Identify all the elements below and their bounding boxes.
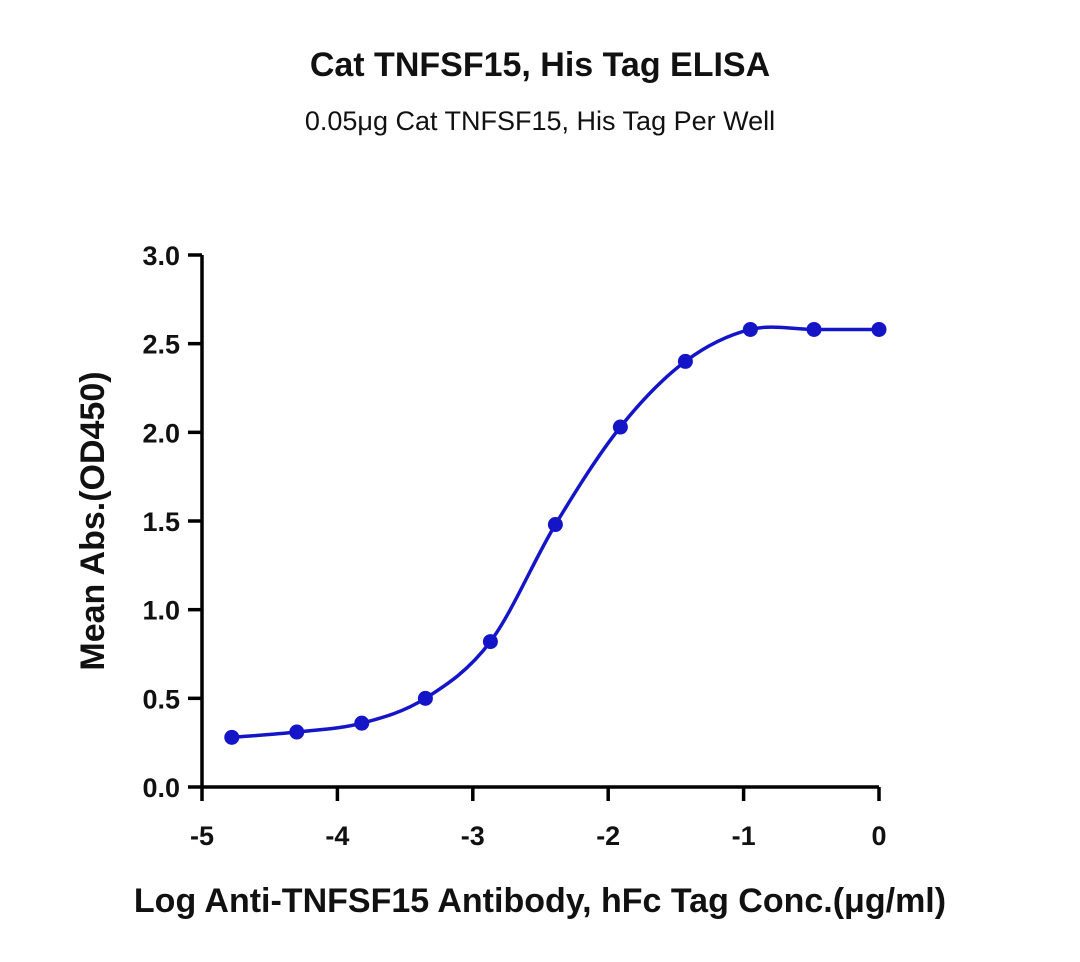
data-point [417,690,433,706]
data-point [354,715,370,731]
x-axis-label: Log Anti-TNFSF15 Antibody, hFc Tag Conc.… [134,882,946,920]
x-tick-label: -5 [190,821,214,851]
data-point [677,353,693,369]
chart-subtitle: 0.05μg Cat TNFSF15, His Tag Per Well [304,106,776,136]
data-point [742,321,758,337]
data-point [289,724,305,740]
data-point [547,517,563,533]
data-point [224,729,240,745]
y-tick-label: 1.0 [142,596,180,626]
x-tick-label: 0 [871,821,886,851]
fit-curve [231,325,879,740]
data-point [871,321,887,337]
data-point [482,634,498,650]
x-tick-label: -3 [461,821,485,851]
y-tick-label: 2.5 [142,330,180,360]
data-point [806,321,822,337]
x-tick-label: -2 [596,821,620,851]
x-tick-label: -1 [732,821,756,851]
y-tick-label: 2.0 [142,418,180,448]
y-tick-label: 3.0 [142,241,180,271]
y-tick-label: 1.5 [142,507,180,537]
x-tick-label: -4 [325,821,349,851]
data-point [612,419,628,435]
y-tick-label: 0.0 [142,773,180,803]
y-tick-label: 0.5 [142,684,180,714]
y-axis-label: Mean Abs.(OD450) [74,371,112,670]
chart-title: Cat TNFSF15, His Tag ELISA [309,46,771,84]
